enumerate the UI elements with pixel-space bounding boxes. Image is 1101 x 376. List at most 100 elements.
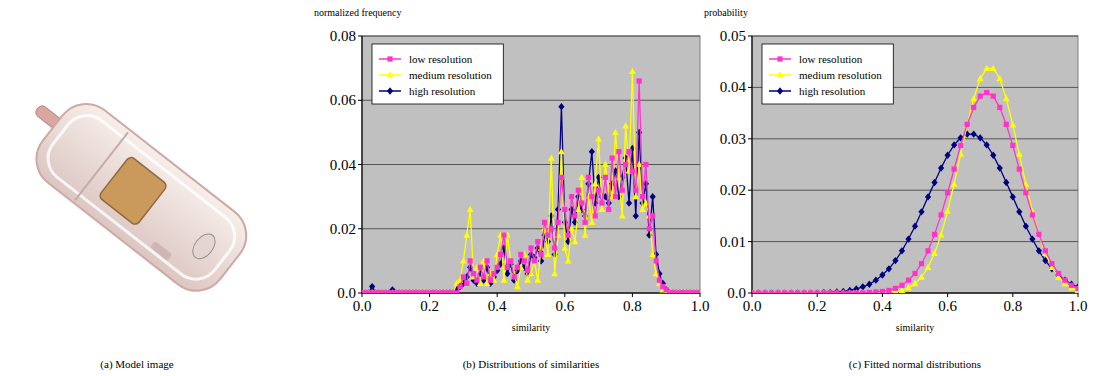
marker [905,284,912,290]
tick-label: 1.0 [691,298,710,314]
marker [582,220,587,225]
marker [613,194,618,199]
marker [938,231,945,237]
marker [944,208,951,214]
marker [918,273,925,279]
marker [873,277,879,284]
marker [1023,223,1029,230]
marker [616,149,621,154]
marker [990,152,996,159]
marker [892,257,898,264]
marker [834,290,839,293]
marker [886,265,892,272]
marker [762,290,767,293]
marker [582,232,589,238]
marker [596,188,601,193]
marker [461,274,466,279]
marker [1075,286,1078,291]
marker [532,258,537,263]
marker [495,265,500,270]
marker [610,155,615,160]
marker [840,288,846,293]
grid-line [752,138,1078,139]
marker [593,213,598,218]
marker [827,289,834,293]
marker [990,65,997,71]
series [362,103,700,293]
tick-label: 0.8 [1003,298,1022,314]
marker [501,277,508,283]
marker [777,87,783,94]
marker [971,131,977,138]
marker [951,180,958,186]
marker [558,148,565,154]
tick-label: 0.06 [330,92,357,108]
marker [512,274,517,279]
marker [984,90,989,95]
tick-label: 0.2 [420,298,439,314]
marker [775,289,781,293]
marker [589,148,595,155]
marker [938,164,944,171]
marker [807,289,814,293]
marker [498,252,503,257]
marker [542,220,547,225]
marker [984,141,990,148]
marker [548,154,555,160]
marker [522,258,527,263]
phone-logo [150,241,172,261]
marker [1016,208,1022,215]
marker [828,290,833,293]
marker [833,289,840,293]
marker [528,245,533,250]
caption: (c) Fitted normal distributions [849,358,981,371]
marker [653,258,658,263]
marker [558,103,564,110]
marker [762,289,768,293]
phone-body [24,92,258,303]
marker [944,152,950,159]
marker [781,289,787,293]
marker [623,162,628,167]
marker [1049,261,1054,266]
phone-screen [98,156,168,227]
marker [801,289,808,293]
legend-box [762,44,893,104]
marker [777,56,782,61]
legend-label: low resolution [799,53,863,65]
marker [768,289,775,293]
marker [565,257,572,263]
marker [514,283,521,289]
marker [775,290,780,293]
marker [464,281,469,286]
marker [777,71,784,77]
marker [827,289,833,293]
marker [1017,167,1022,172]
marker [795,289,801,293]
marker [808,290,813,293]
marker [866,281,872,288]
tick-label: 0.04 [330,157,357,173]
grid-line [752,190,1078,191]
marker [630,168,635,173]
marker [1009,121,1016,127]
marker [912,223,918,230]
marker [912,280,919,286]
marker [460,257,467,263]
marker [369,283,375,290]
marker [488,278,493,283]
marker [997,105,1002,110]
marker [518,252,523,257]
marker [561,244,568,250]
marker [637,78,642,83]
marker [515,265,520,270]
marker [578,174,585,180]
series [752,90,1078,293]
marker [1003,95,1010,101]
tick-label: 0.05 [720,28,746,44]
tick-label: 0.4 [873,298,892,314]
marker [603,175,608,180]
marker [964,121,971,127]
marker [873,289,880,293]
marker [899,283,904,288]
